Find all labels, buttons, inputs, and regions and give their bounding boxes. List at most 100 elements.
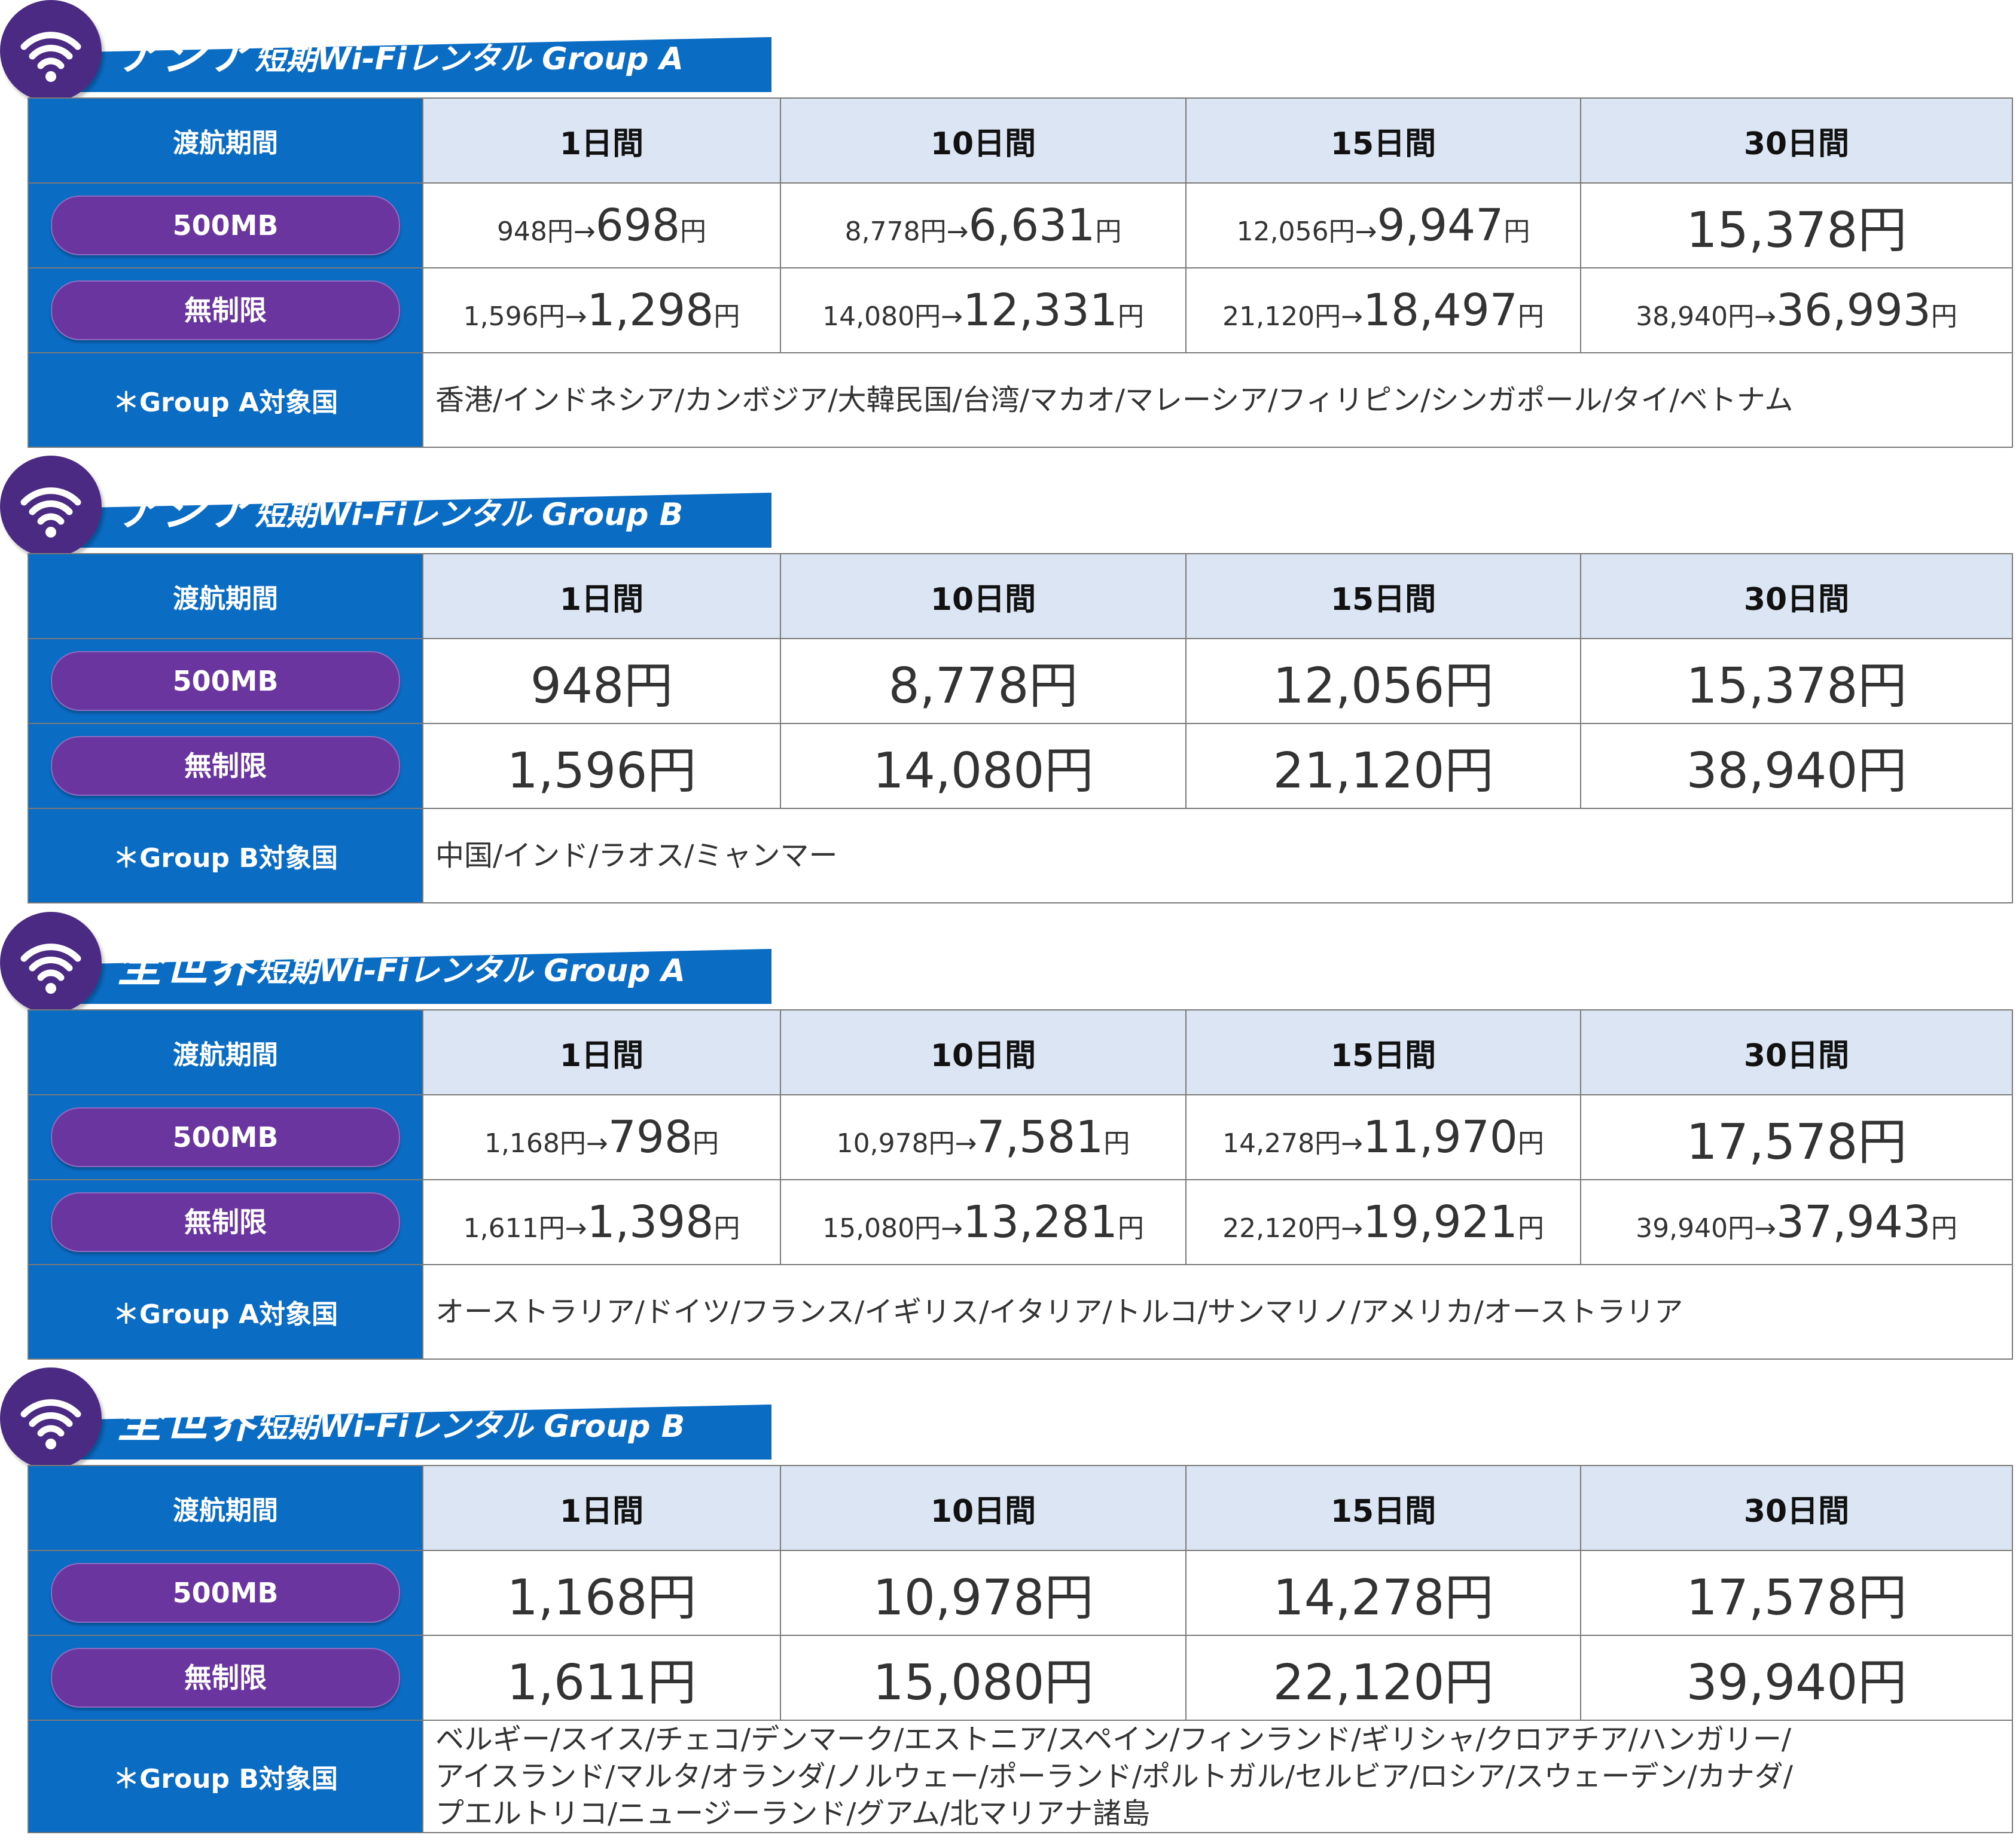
price-unit: 円: [693, 1128, 719, 1159]
countries-line: オーストラリア/ドイツ/フランス/イギリス/イタリア/トルコ/サンマリノ/アメリ…: [435, 1295, 1683, 1329]
price: 14,278円: [1273, 1569, 1494, 1626]
price: 1,611円: [507, 1654, 697, 1711]
price-cell: 10,978円→7,581円: [780, 1094, 1187, 1180]
wifi-icon: [0, 456, 102, 557]
price-cell: 10,978円: [780, 1550, 1187, 1636]
plan-row: 500MB 948円 8,778円 12,056円 15,378円: [28, 638, 2013, 724]
price-cell: 12,056円: [1185, 638, 1581, 724]
plan-label-cell: 無制限: [28, 723, 423, 809]
price: 21,120円: [1273, 742, 1494, 799]
countries-label: ＊Group A対象国: [28, 1264, 423, 1360]
plan-label-cell: 500MB: [28, 638, 423, 724]
plan-row: 無制限 1,596円 14,080円 21,120円 38,940円: [28, 723, 2013, 809]
price: 8,778円: [888, 657, 1078, 715]
period-header: 30日間: [1580, 1465, 2013, 1551]
price-unit: 円: [1930, 1213, 1957, 1244]
period-header: 10日間: [780, 553, 1187, 639]
price-cell: 38,940円: [1580, 723, 2013, 809]
price-unit: 円: [1930, 301, 1957, 332]
header-row: 渡航期間 1日間 10日間 15日間 30日間: [28, 97, 2013, 184]
price-unit: 円: [713, 1213, 740, 1244]
plan-row: 500MB 948円→698円 8,778円→6,631円 12,056円→9,…: [28, 182, 2013, 268]
title-plan: 短期Wi-Fiレンタル Group B: [257, 1409, 685, 1445]
original-price: 38,940円→: [1636, 301, 1776, 332]
price-cell: 22,120円→19,921円: [1185, 1179, 1581, 1265]
price-cell: 15,378円: [1580, 638, 2013, 724]
price-unit: 円: [1517, 301, 1544, 332]
rental-section: 全世界短期Wi-Fiレンタル Group A 渡航期間 1日間 10日間 15日…: [0, 912, 2016, 1366]
plan-pill: 500MB: [51, 651, 400, 711]
countries-line: プエルトリコ/ニュージーランド/グアム/北マリアナ諸島: [435, 1797, 1151, 1830]
wifi-icon: [0, 0, 102, 102]
plan-pill: 500MB: [51, 1107, 400, 1167]
price-unit: 円: [1095, 216, 1122, 247]
price-cell: 14,080円→12,331円: [780, 267, 1187, 353]
price: 948円: [530, 657, 673, 715]
countries-row: ＊Group A対象国 オーストラリア/ドイツ/フランス/イギリス/イタリア/ト…: [28, 1264, 2013, 1360]
plan-pill: 無制限: [51, 1648, 400, 1708]
original-price: 22,120円→: [1222, 1213, 1363, 1244]
sale-price: 12,331: [962, 285, 1118, 336]
period-label: 渡航期間: [28, 97, 423, 184]
plan-label-cell: 無制限: [28, 267, 423, 353]
title-plan: 短期Wi-Fiレンタル Group B: [254, 497, 684, 533]
countries-label: ＊Group B対象国: [28, 808, 423, 903]
period-header: 1日間: [422, 1009, 781, 1095]
price-cell: 15,378円: [1580, 182, 2013, 268]
plan-row: 500MB 1,168円 10,978円 14,278円 17,578円: [28, 1550, 2013, 1636]
price-table: 渡航期間 1日間 10日間 15日間 30日間 500MB 948円→698円 …: [28, 97, 2013, 448]
sale-price: 1,398: [587, 1196, 714, 1248]
period-header: 15日間: [1185, 97, 1581, 184]
price-cell: 1,611円→1,398円: [422, 1179, 781, 1265]
original-price: 21,120円→: [1222, 301, 1363, 332]
countries-label: ＊Group A対象国: [28, 352, 423, 448]
sale-price: 13,281: [962, 1196, 1118, 1248]
price-cell: 39,940円→37,943円: [1580, 1179, 2013, 1265]
title-plan: 短期Wi-Fiレンタル Group A: [254, 41, 684, 77]
plan-pill: 無制限: [51, 280, 400, 340]
sale-price: 9,947: [1377, 200, 1504, 251]
countries-row: ＊Group B対象国 ベルギー/スイス/チェコ/デンマーク/エストニア/スペイ…: [28, 1720, 2013, 1833]
price: 22,120円: [1273, 1654, 1494, 1711]
original-price: 10,978円→: [836, 1128, 977, 1159]
price: 17,578円: [1686, 1113, 1907, 1171]
countries-line: ベルギー/スイス/チェコ/デンマーク/エストニア/スペイン/フィンランド/ギリシ…: [435, 1723, 1792, 1756]
rental-section: アジア短期Wi-Fiレンタル Group A 渡航期間 1日間 10日間 15日…: [0, 0, 2016, 454]
price: 15,378円: [1686, 202, 1907, 259]
wifi-icon: [0, 912, 102, 1013]
title-region: アジア: [117, 27, 255, 80]
wifi-icon: [0, 1367, 102, 1469]
price: 39,940円: [1686, 1654, 1907, 1711]
period-header: 15日間: [1185, 1465, 1581, 1551]
sale-price: 798: [608, 1112, 693, 1163]
rental-section: 全世界短期Wi-Fiレンタル Group B 渡航期間 1日間 10日間 15日…: [0, 1367, 2016, 1833]
price: 1,596円: [507, 742, 697, 799]
price: 12,056円: [1273, 657, 1494, 715]
price-cell: 17,578円: [1580, 1094, 2013, 1180]
plan-label-cell: 無制限: [28, 1179, 423, 1265]
period-header: 1日間: [422, 553, 781, 639]
countries-line: 中国/インド/ラオス/ミャンマー: [435, 839, 838, 872]
sale-price: 6,631: [968, 200, 1096, 251]
plan-label-cell: 500MB: [28, 182, 423, 268]
plan-row: 無制限 1,596円→1,298円 14,080円→12,331円 21,120…: [28, 267, 2013, 353]
price-cell: 15,080円→13,281円: [780, 1179, 1187, 1265]
price-cell: 14,080円: [780, 723, 1187, 809]
price-unit: 円: [713, 301, 740, 332]
sale-price: 7,581: [977, 1112, 1104, 1163]
section-title: 全世界短期Wi-Fiレンタル Group B: [117, 1399, 685, 1444]
countries-row: ＊Group A対象国 香港/インドネシア/カンボジア/大韓民国/台湾/マカオ/…: [28, 352, 2013, 448]
countries-list: 香港/インドネシア/カンボジア/大韓民国/台湾/マカオ/マレーシア/フィリピン/…: [422, 352, 2013, 448]
price-cell: 39,940円: [1580, 1635, 2013, 1721]
sale-price: 698: [595, 200, 681, 251]
price-cell: 1,168円→798円: [422, 1094, 781, 1180]
price: 14,080円: [873, 742, 1094, 799]
price: 15,080円: [873, 1654, 1094, 1711]
period-header: 15日間: [1185, 553, 1581, 639]
price: 10,978円: [873, 1569, 1094, 1626]
price: 1,168円: [507, 1569, 697, 1626]
header-row: 渡航期間 1日間 10日間 15日間 30日間: [28, 1009, 2013, 1095]
price-unit: 円: [1503, 216, 1530, 247]
original-price: 12,056円→: [1236, 216, 1377, 247]
price-cell: 38,940円→36,993円: [1580, 267, 2013, 353]
